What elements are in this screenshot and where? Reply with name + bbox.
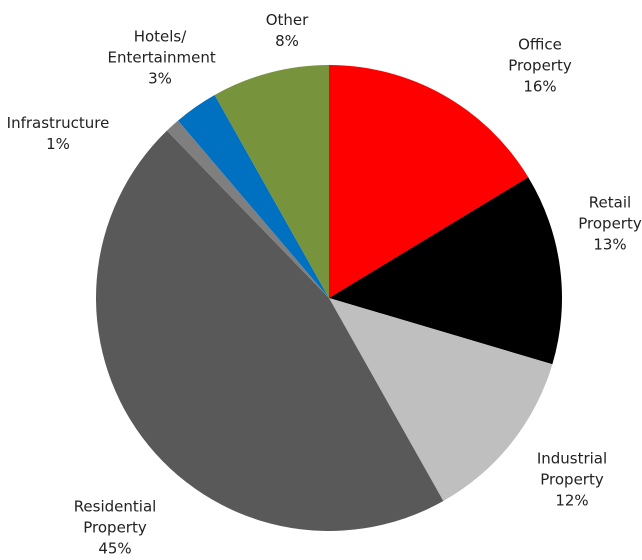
slice-label: Industrial Property 12% — [527, 449, 617, 512]
pie-slice — [329, 177, 562, 365]
value-label: 1% — [46, 135, 70, 153]
category-name: Office Property — [508, 35, 572, 75]
slice-label: Office Property 16% — [495, 35, 585, 98]
pie-slice — [95, 130, 444, 532]
pie-slice — [166, 120, 329, 298]
pie-slice — [214, 65, 329, 298]
value-label: 16% — [523, 77, 557, 96]
category-name: Infrastructure — [6, 114, 110, 132]
slice-label: Hotels/ Entertainment 3% — [107, 27, 216, 90]
value-label: 45% — [98, 539, 132, 558]
slice-label: Residential Property 45% — [70, 497, 160, 560]
category-name: Retail Property — [578, 193, 642, 233]
category-name: Residential Property — [73, 497, 157, 537]
value-label: 3% — [148, 69, 172, 88]
category-name: Industrial Property — [536, 449, 608, 489]
pie-slice — [329, 65, 529, 298]
value-label: 8% — [275, 32, 299, 50]
slice-label: Other 8% — [222, 10, 352, 52]
category-name: Hotels/ Entertainment — [107, 27, 216, 67]
category-name: Other — [265, 11, 309, 29]
value-label: 13% — [593, 235, 627, 254]
pie-slice — [177, 94, 329, 298]
value-label: 12% — [555, 491, 589, 510]
slice-label: Retail Property 13% — [565, 193, 642, 256]
slice-label: Infrastructure 1% — [0, 113, 133, 155]
pie-slice — [329, 298, 553, 502]
